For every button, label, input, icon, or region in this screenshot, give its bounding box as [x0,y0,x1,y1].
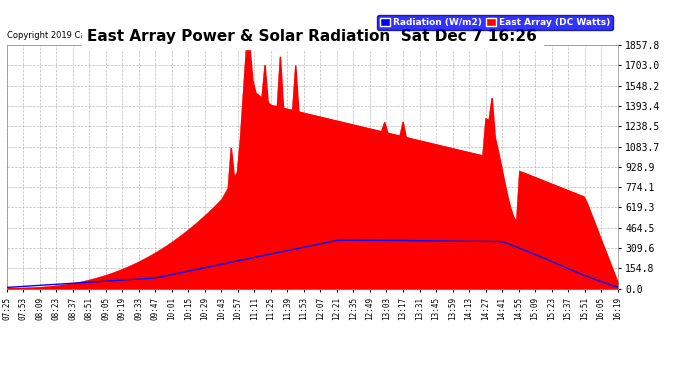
Text: Copyright 2019 Cartronics.com: Copyright 2019 Cartronics.com [7,31,138,40]
Legend: Radiation (W/m2), East Array (DC Watts): Radiation (W/m2), East Array (DC Watts) [377,15,613,30]
Title: East Array Power & Solar Radiation  Sat Dec 7 16:26: East Array Power & Solar Radiation Sat D… [88,29,537,44]
